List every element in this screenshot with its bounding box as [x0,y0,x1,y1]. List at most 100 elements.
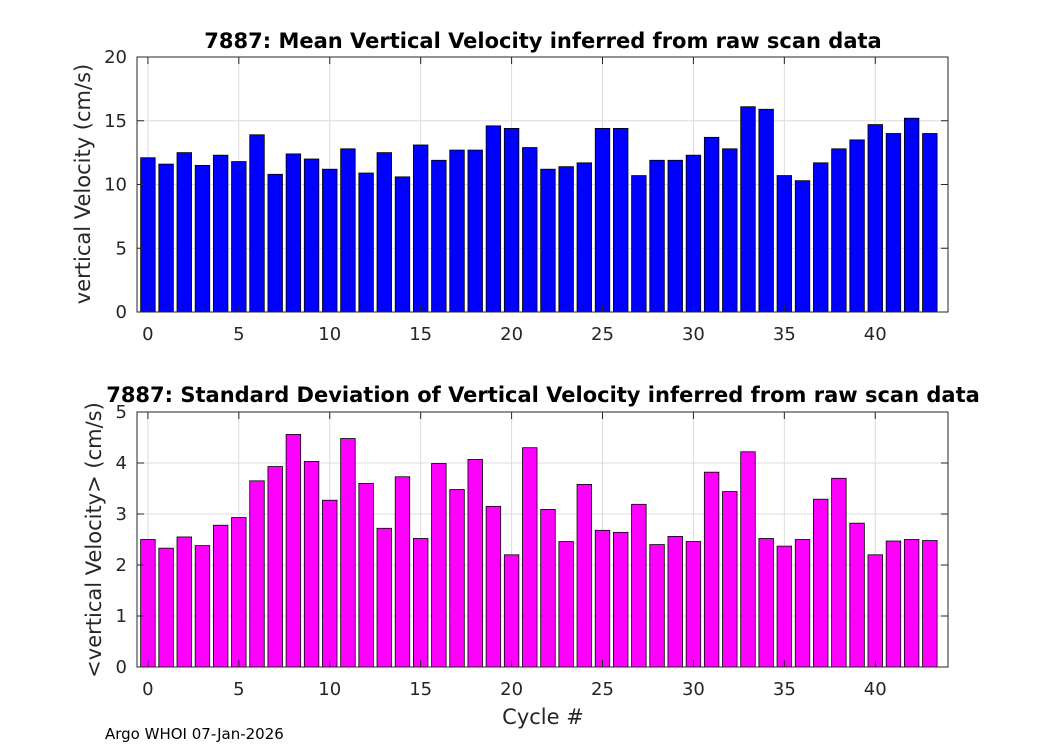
chart-title: 7887: Mean Vertical Velocity inferred fr… [204,29,881,53]
bar [594,529,611,668]
bar [794,180,811,313]
bar [194,545,211,668]
bar [576,484,592,668]
bar [431,463,447,668]
bar [249,480,265,668]
bar [903,539,920,668]
bar [740,451,756,668]
bar [776,175,793,313]
bar [794,539,811,668]
bar [613,531,629,668]
y-tick-label: 5 [116,238,127,259]
bar [758,538,774,668]
bar [667,159,683,313]
bar [412,538,429,668]
bar [849,522,865,668]
bar [376,152,392,313]
bar [722,148,738,313]
bar [231,161,247,313]
x-tick-label: 20 [500,324,523,345]
bar [358,482,374,668]
bar [394,176,411,313]
bar [558,166,574,313]
x-tick-label: 0 [142,324,153,345]
bar [176,536,192,668]
x-tick-label: 30 [682,324,705,345]
y-tick-label: 0 [116,657,127,678]
bar [140,539,156,668]
y-tick-label: 1 [116,606,127,627]
bar [758,108,774,313]
bar [449,489,465,668]
y-axis-label: <vertical Velocity> (cm/s) [82,402,106,678]
y-tick-label: 15 [104,111,127,132]
y-tick-label: 10 [104,175,127,196]
bar [467,149,483,313]
bar [303,461,320,668]
bar [722,491,738,668]
bar [922,540,938,668]
bar [522,147,538,313]
bar [231,517,247,668]
footer-credit: Argo WHOI 07-Jan-2026 [105,725,284,743]
x-tick-label: 25 [591,679,614,700]
bar [249,134,265,313]
x-axis-label: Cycle # [502,705,584,729]
y-axis-label: vertical Velocity (cm/s) [71,64,95,304]
bar [776,545,793,668]
bar [703,136,720,313]
bar [631,175,647,313]
bar [158,547,174,668]
bar [267,173,283,313]
bar [322,499,338,668]
bar [813,162,829,313]
bar [485,125,502,313]
x-tick-label: 35 [773,679,796,700]
bar [885,540,902,668]
bar [267,466,283,668]
bar [340,438,356,668]
chart-title: 7887: Standard Deviation of Vertical Vel… [106,383,980,407]
std-velocity-chart: 7887: Standard Deviation of Vertical Vel… [82,383,980,729]
bar [431,159,447,313]
bar [813,498,829,668]
mean-velocity-chart: 7887: Mean Vertical Velocity inferred fr… [71,29,949,345]
x-tick-label: 40 [864,324,887,345]
bar [212,154,229,313]
bar [667,536,683,668]
bar [649,159,665,313]
y-tick-label: 4 [116,453,127,474]
x-tick-label: 40 [864,679,887,700]
bar [503,127,520,313]
bar [576,162,592,313]
bar [394,476,411,668]
bar [685,541,702,668]
bar [631,503,647,668]
x-tick-label: 25 [591,324,614,345]
bar [158,163,174,313]
bar [540,509,556,668]
bar [340,148,356,313]
bar [140,157,156,313]
bar [903,117,920,313]
bar [849,139,865,313]
bar [613,127,629,313]
x-tick-label: 30 [682,679,705,700]
bar [485,505,502,668]
bar [467,459,483,668]
bar [322,168,338,313]
bar [376,527,392,668]
bar [703,471,720,668]
x-tick-label: 20 [500,679,523,700]
bar [412,144,429,313]
x-tick-label: 15 [409,324,432,345]
plot-frame [136,411,949,668]
bar [449,149,465,313]
bar [285,153,302,313]
y-tick-label: 0 [116,302,127,323]
bar [594,127,611,313]
bar [740,106,756,313]
y-tick-label: 5 [116,402,127,423]
bar [503,554,520,668]
